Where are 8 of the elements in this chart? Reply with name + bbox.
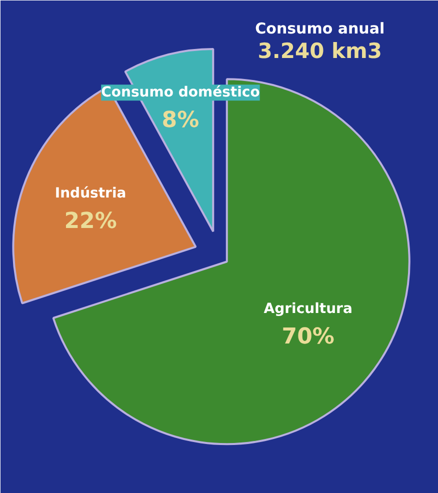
data-label: 70% bbox=[282, 324, 334, 350]
slice-label: Agricultura bbox=[264, 300, 352, 317]
slice-label: Consumo doméstico bbox=[101, 84, 260, 101]
data-label: 22% bbox=[64, 208, 117, 234]
chart-title: Consumo anual bbox=[255, 19, 385, 38]
data-label: 8% bbox=[162, 108, 200, 133]
slice-label: Indústria bbox=[54, 186, 126, 202]
chart-subtitle: 3.240 km3 bbox=[258, 39, 382, 64]
